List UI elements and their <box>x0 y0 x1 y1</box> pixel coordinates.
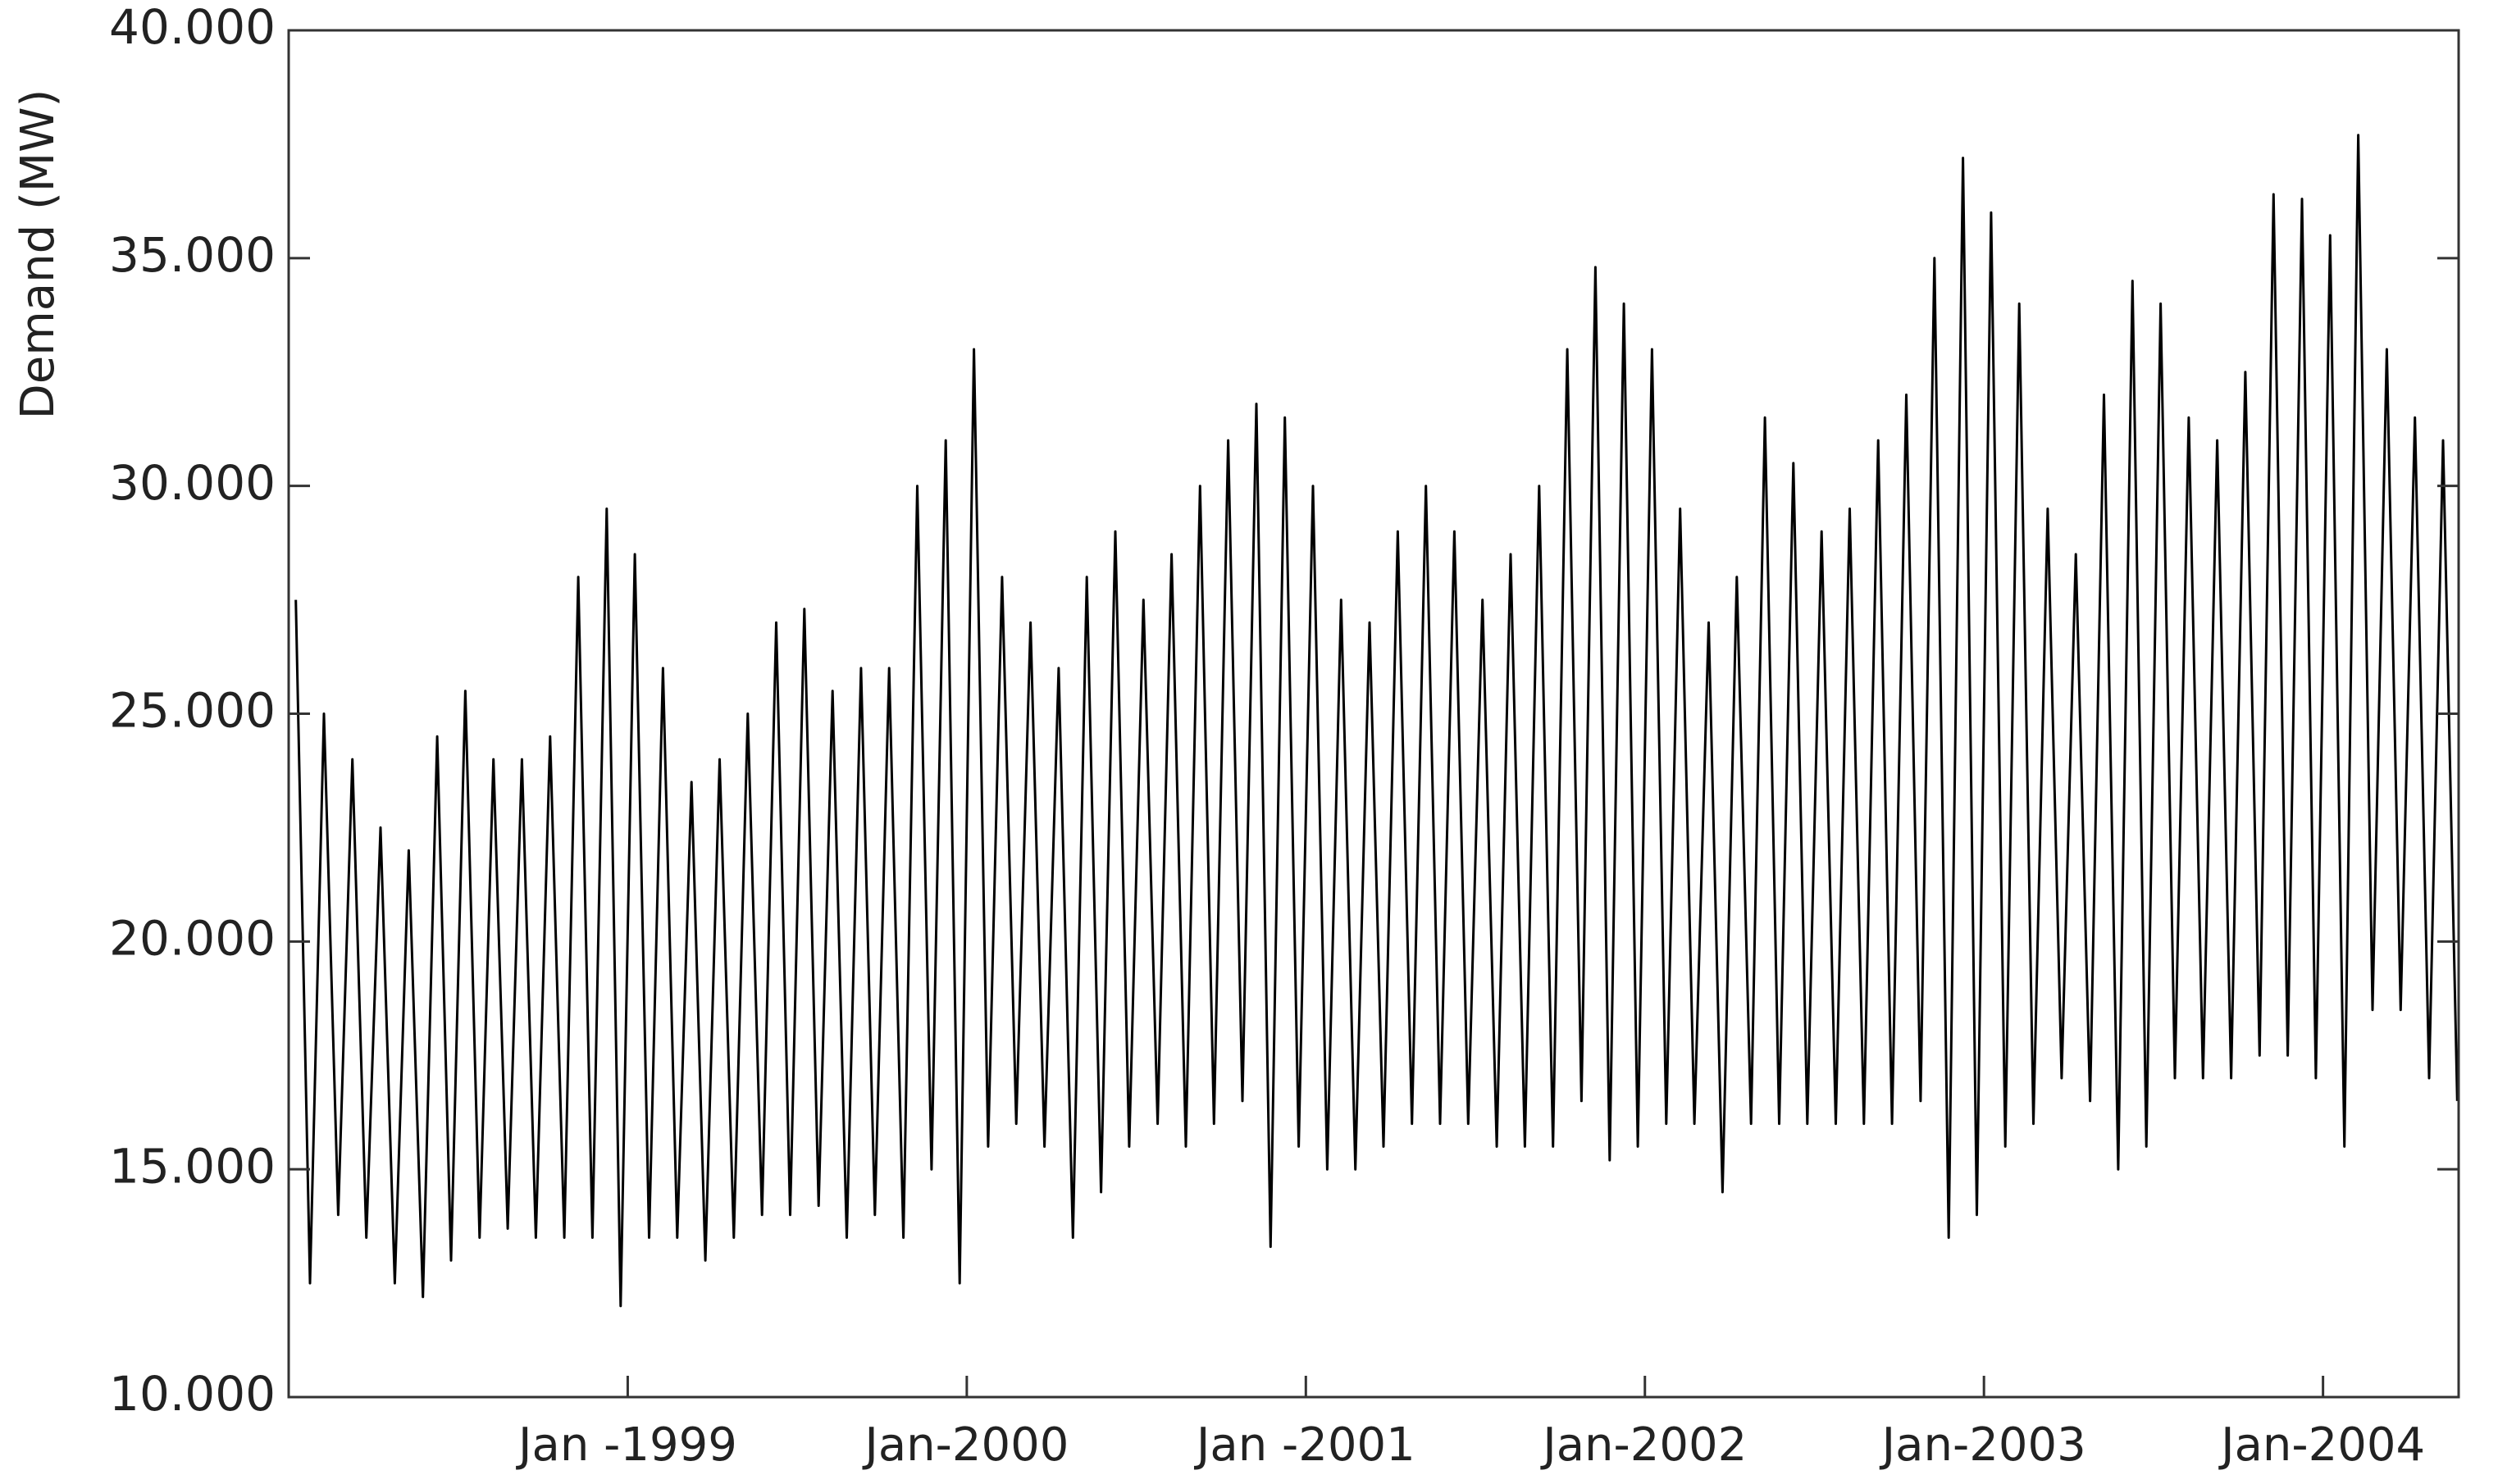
y-tick-label: 35.000 <box>109 227 276 283</box>
x-tick-label: Jan-2004 <box>2218 1418 2425 1472</box>
y-tick-label: 40.000 <box>109 0 276 55</box>
plot-frame <box>287 29 2460 1399</box>
y-tick-label: 30.000 <box>109 455 276 511</box>
y-tick-label: 10.000 <box>109 1366 276 1422</box>
y-tick-label: 15.000 <box>109 1138 276 1194</box>
x-tick-label: Jan -1999 <box>516 1418 737 1472</box>
y-tick-label: 20.000 <box>109 910 276 966</box>
y-tick-label: 25.000 <box>109 683 276 739</box>
x-tick-label: Jan-2002 <box>1540 1418 1747 1472</box>
x-tick-label: Jan-2000 <box>862 1418 1069 1472</box>
demand-line <box>294 134 2459 1308</box>
x-tick-label: Jan-2003 <box>1880 1418 2086 1472</box>
x-tick-label: Jan -2001 <box>1194 1418 1415 1472</box>
y-axis-label: Demand (MW) <box>11 89 65 420</box>
